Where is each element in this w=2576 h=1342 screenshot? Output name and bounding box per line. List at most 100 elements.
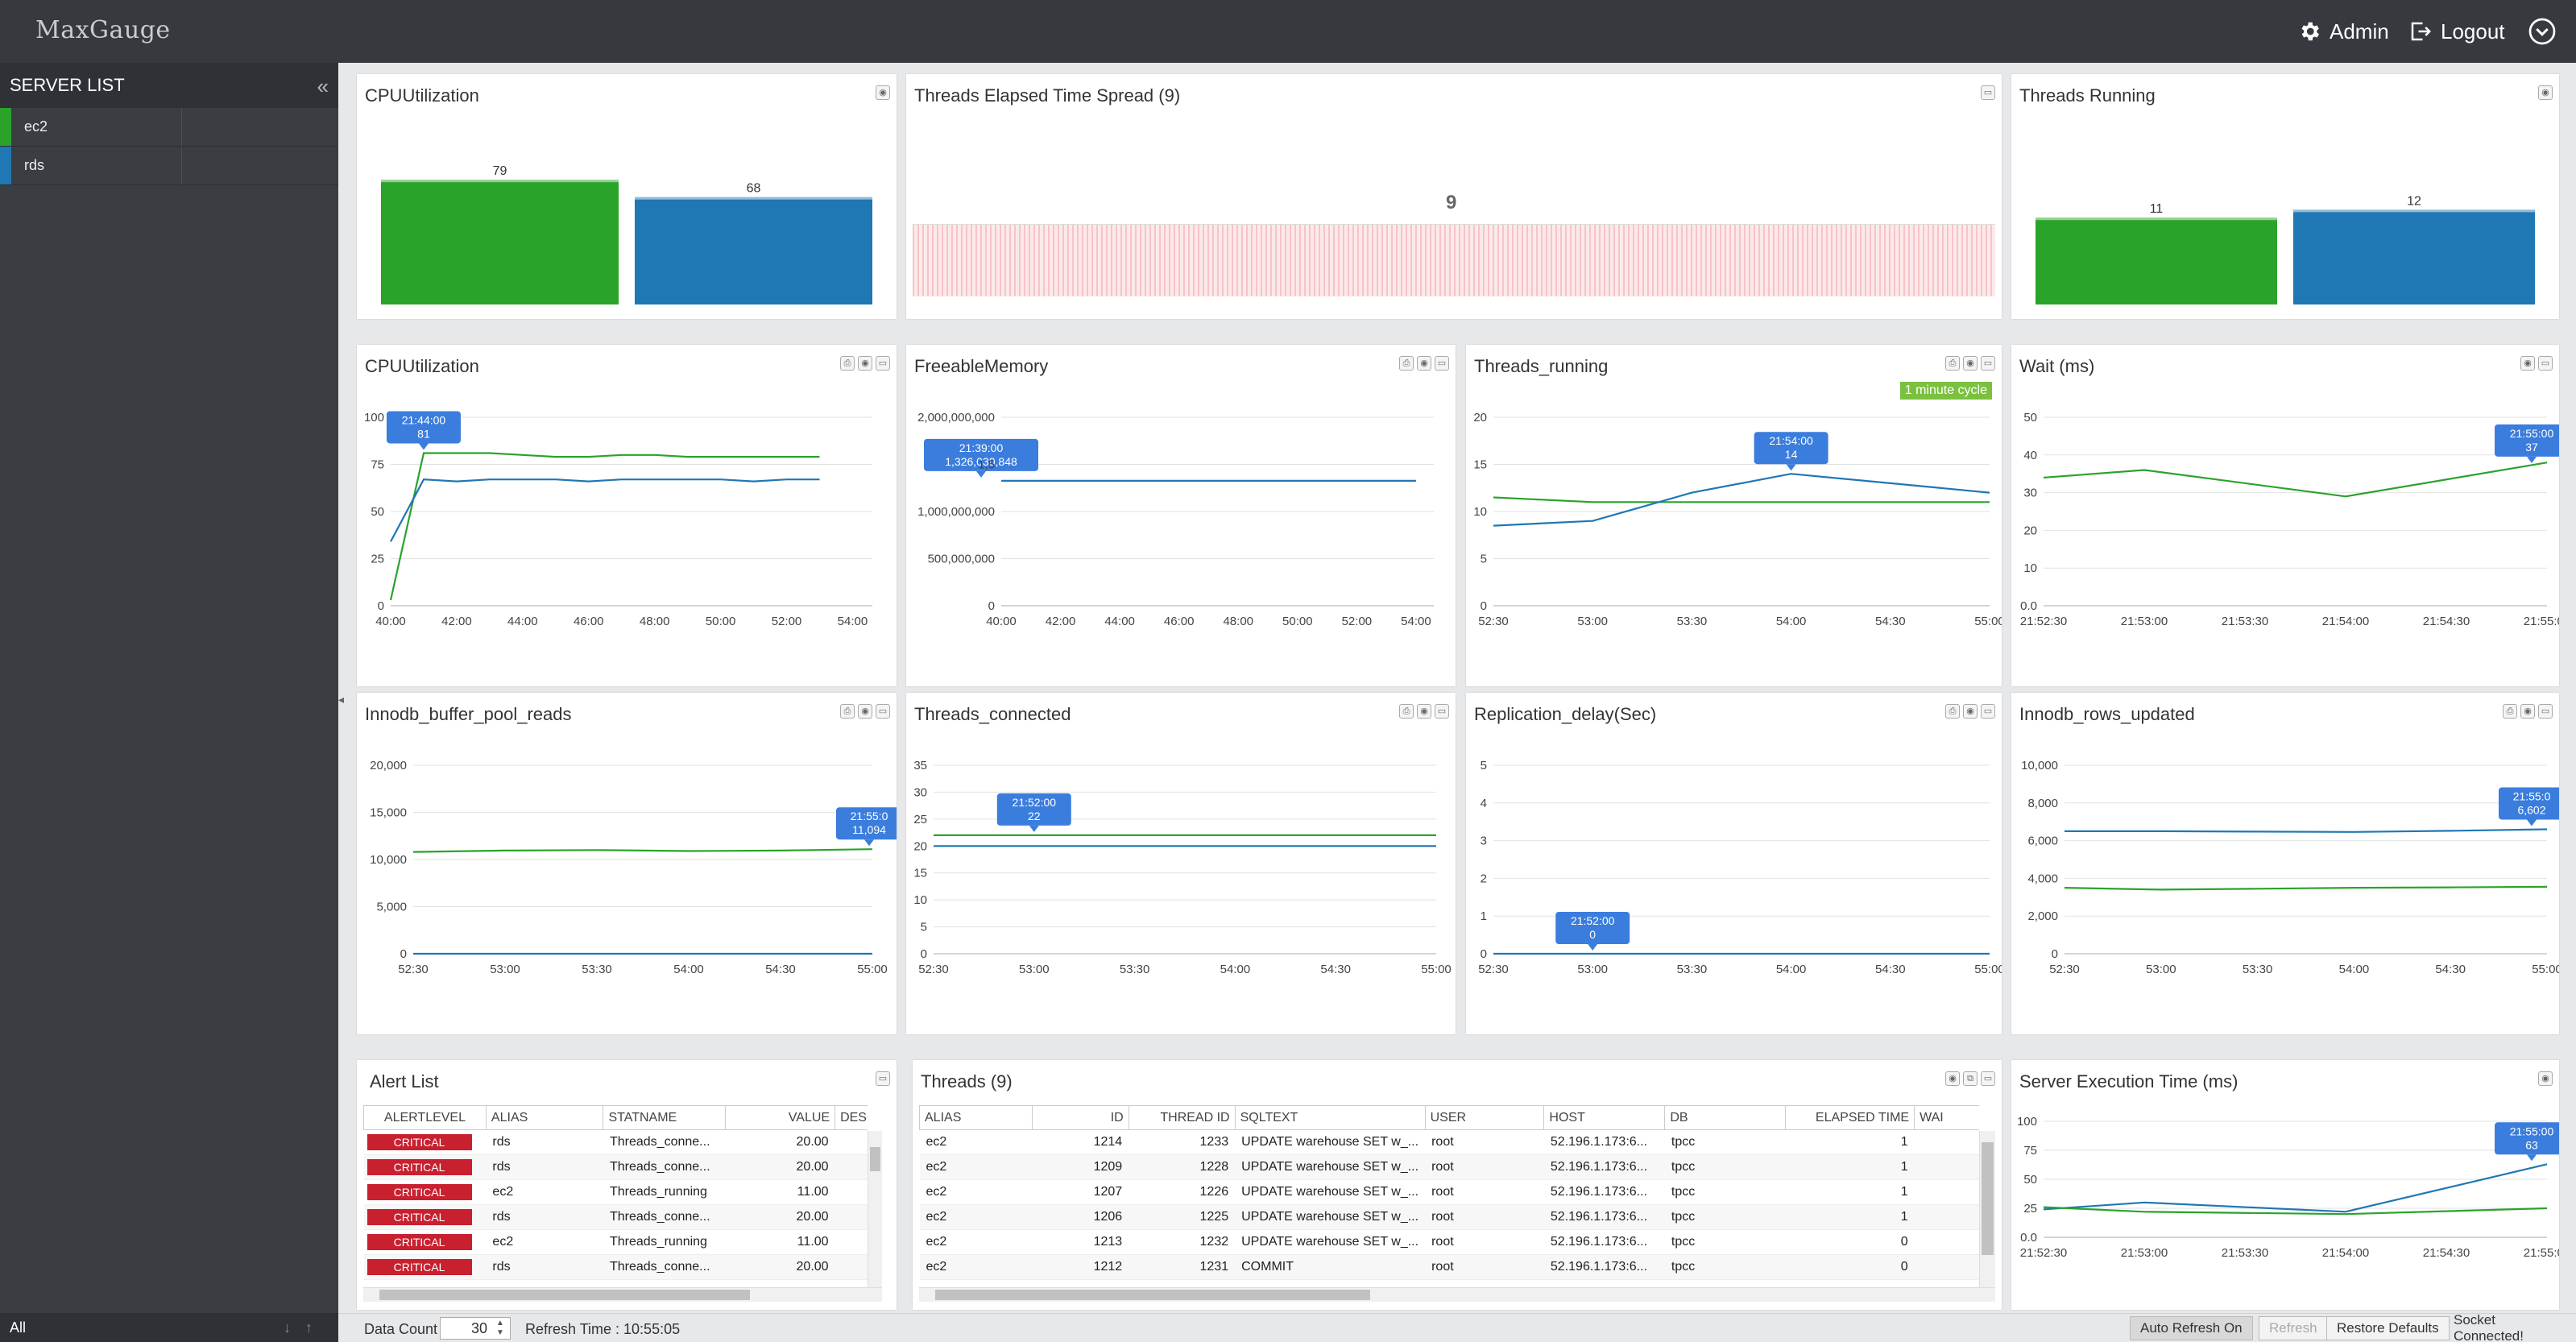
alert-row[interactable]: CRITICAL rds Threads_conne... 20.00 — [363, 1254, 868, 1280]
alert-row[interactable]: CRITICAL rds Threads_conne... 20.00 — [363, 1204, 868, 1230]
maximize-icon[interactable]: ▭ — [876, 356, 890, 371]
settings-icon[interactable]: ◉ — [1417, 704, 1431, 719]
logout-button[interactable]: Logout — [2408, 16, 2505, 47]
col-sqltext[interactable]: SQLTEXT — [1234, 1105, 1426, 1130]
y-tick-label: 100 — [2017, 1115, 2037, 1129]
user-menu-button[interactable] — [2528, 16, 2565, 47]
sort-arrows-icon[interactable]: ↓↑ — [284, 1319, 327, 1336]
alert-row[interactable]: CRITICAL ec2 Threads_running 11.00 — [363, 1229, 868, 1255]
print-icon[interactable]: ⎙ — [1945, 704, 1960, 719]
thread-db: tpcc — [1664, 1179, 1786, 1205]
series-line-ec2 — [2064, 885, 2548, 891]
tooltip-value: 6,602 — [2517, 804, 2545, 817]
y-tick-label: 50 — [2023, 411, 2037, 425]
settings-icon[interactable]: ◉ — [858, 704, 872, 719]
restore-defaults-button[interactable]: Restore Defaults — [2326, 1316, 2450, 1340]
thread-row[interactable]: ec2 1213 1232 UPDATE warehouse SET w_... roo… — [919, 1229, 1979, 1255]
filter-all-label[interactable]: All — [10, 1319, 27, 1336]
thread-row[interactable]: ec2 1214 1233 UPDATE warehouse SET w_... roo… — [919, 1129, 1979, 1155]
thread-row[interactable]: ec2 1209 1228 UPDATE warehouse SET w_... roo… — [919, 1154, 1979, 1180]
alert-row[interactable]: CRITICAL ec2 Threads_running 11.00 — [363, 1179, 868, 1205]
server-color-marker — [0, 108, 11, 146]
admin-button[interactable]: Admin — [2297, 16, 2389, 47]
settings-icon[interactable]: ◉ — [2538, 1071, 2553, 1086]
col-alias[interactable]: ALIAS — [919, 1105, 1033, 1130]
splitter-arrow-icon[interactable]: ◂ — [338, 693, 345, 706]
col-statname[interactable]: STATNAME — [603, 1105, 727, 1130]
thread-alias: ec2 — [919, 1229, 1033, 1255]
copy-icon[interactable]: ⧉ — [1963, 1071, 1978, 1086]
thread-row[interactable]: ec2 1206 1225 UPDATE warehouse SET w_... roo… — [919, 1204, 1979, 1230]
settings-icon[interactable]: ◉ — [2520, 356, 2535, 371]
thread-tid: 1226 — [1129, 1179, 1236, 1205]
col-elapsed-time[interactable]: ELAPSED TIME — [1785, 1105, 1915, 1130]
maximize-icon[interactable]: ▭ — [2538, 356, 2553, 371]
settings-icon[interactable]: ◉ — [2538, 85, 2553, 100]
x-tick-label: 48:00 — [1223, 615, 1253, 628]
print-icon[interactable]: ⎙ — [1945, 356, 1960, 371]
collapse-icon[interactable]: « — [317, 74, 329, 98]
threads-hscrollbar[interactable] — [919, 1287, 1995, 1302]
y-tick-label: 0.0 — [2020, 599, 2037, 613]
spread-bar-area[interactable] — [913, 224, 1995, 296]
settings-icon[interactable]: ◉ — [1963, 356, 1978, 371]
settings-icon[interactable]: ◉ — [876, 85, 890, 100]
maximize-icon[interactable]: ▭ — [1435, 704, 1449, 719]
x-tick-label: 53:00 — [1577, 615, 1608, 628]
maximize-icon[interactable]: ▭ — [876, 1071, 890, 1086]
alert-row[interactable]: CRITICAL rds Threads_conne... 20.00 — [363, 1129, 868, 1155]
thread-row[interactable]: ec2 1212 1231 COMMIT root 52.196.1.173:6... tp… — [919, 1254, 1979, 1280]
col-host[interactable]: HOST — [1543, 1105, 1666, 1130]
maximize-icon[interactable]: ▭ — [1435, 356, 1449, 371]
maximize-icon[interactable]: ▭ — [1981, 356, 1995, 371]
x-tick-label: 52:30 — [2049, 963, 2080, 976]
wait-panel: Wait (ms) ◉ ▭ 0.0 10 20 30 40 50 21:52:30 21:53:… — [2011, 345, 2559, 686]
settings-icon[interactable]: ◉ — [1945, 1071, 1960, 1086]
print-icon[interactable]: ⎙ — [840, 356, 855, 371]
thread-tid: 1231 — [1129, 1254, 1236, 1280]
thread-sql: UPDATE warehouse SET w_... — [1235, 1229, 1426, 1255]
maximize-icon[interactable]: ▭ — [1981, 85, 1995, 100]
cpu-bar-panel: CPUUtilization ◉ 79 68 — [357, 74, 897, 319]
thread-row[interactable]: ec2 1207 1226 UPDATE warehouse SET w_... roo… — [919, 1179, 1979, 1205]
print-icon[interactable]: ⎙ — [2503, 704, 2517, 719]
server-item-rds[interactable]: rds — [0, 147, 338, 185]
thread-db: tpcc — [1664, 1204, 1786, 1230]
auto-refresh-button[interactable]: Auto Refresh On — [2130, 1316, 2253, 1340]
data-count-input[interactable]: 30 — [440, 1317, 511, 1340]
col-db[interactable]: DB — [1664, 1105, 1787, 1130]
maximize-icon[interactable]: ▭ — [1981, 704, 1995, 719]
tooltip: 21:55:011,094 — [836, 807, 897, 847]
col-id[interactable]: ID — [1031, 1105, 1129, 1130]
data-count-stepper[interactable]: ▲ ▼ — [496, 1319, 504, 1337]
refresh-button[interactable]: Refresh — [2259, 1316, 2328, 1340]
alert-hscrollbar[interactable] — [363, 1287, 882, 1302]
settings-icon[interactable]: ◉ — [2520, 704, 2535, 719]
settings-icon[interactable]: ◉ — [1963, 704, 1978, 719]
server-exec-panel: Server Execution Time (ms) ◉ 0.0 25 50 75 10… — [2011, 1060, 2559, 1310]
col-value[interactable]: VALUE — [725, 1105, 836, 1130]
col-thread-id[interactable]: THREAD ID — [1128, 1105, 1236, 1130]
settings-icon[interactable]: ◉ — [1417, 356, 1431, 371]
print-icon[interactable]: ⎙ — [840, 704, 855, 719]
settings-icon[interactable]: ◉ — [858, 356, 872, 371]
col-wait[interactable]: WAI — [1914, 1105, 1979, 1130]
print-icon[interactable]: ⎙ — [1399, 356, 1414, 371]
alert-vscrollbar[interactable] — [868, 1131, 882, 1287]
print-icon[interactable]: ⎙ — [1399, 704, 1414, 719]
tooltip-pointer — [2527, 819, 2537, 826]
col-alertlevel[interactable]: ALERTLEVEL — [363, 1105, 487, 1130]
col-alias[interactable]: ALIAS — [485, 1105, 604, 1130]
threads-vscrollbar[interactable] — [1979, 1131, 1995, 1287]
tooltip-pointer — [418, 443, 429, 450]
col-user[interactable]: USER — [1424, 1105, 1545, 1130]
y-tick-label: 1 — [1481, 909, 1487, 923]
panel-title: Replication_delay(Sec) — [1474, 704, 1657, 724]
maximize-icon[interactable]: ▭ — [1981, 1071, 1995, 1086]
alert-row[interactable]: CRITICAL rds Threads_conne... 20.00 — [363, 1154, 868, 1180]
server-item-ec2[interactable]: ec2 — [0, 108, 338, 147]
maximize-icon[interactable]: ▭ — [876, 704, 890, 719]
maximize-icon[interactable]: ▭ — [2538, 704, 2553, 719]
